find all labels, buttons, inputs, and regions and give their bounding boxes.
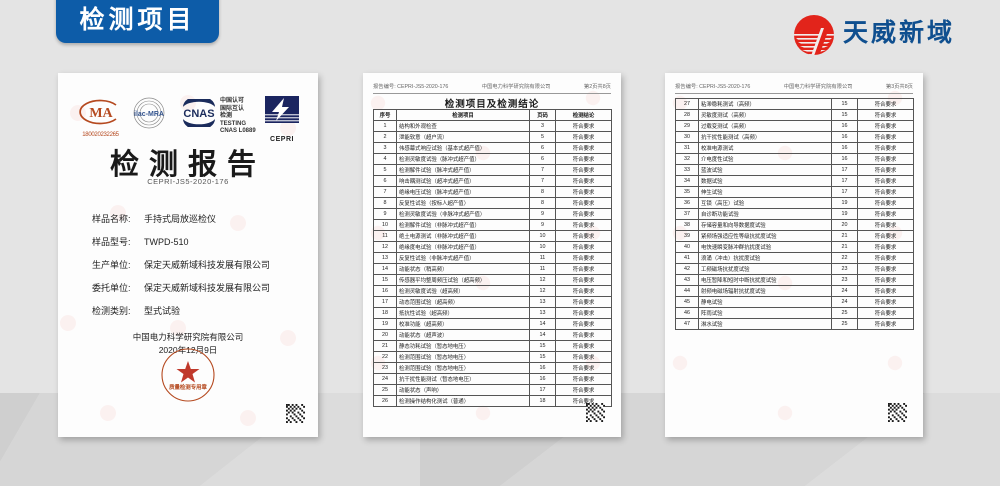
svg-text:CNAS: CNAS	[183, 108, 214, 120]
svg-text:ilac-MRA: ilac-MRA	[134, 111, 164, 118]
svg-text:质量检测专用章: 质量检测专用章	[169, 383, 207, 391]
svg-text:MA: MA	[89, 106, 113, 121]
